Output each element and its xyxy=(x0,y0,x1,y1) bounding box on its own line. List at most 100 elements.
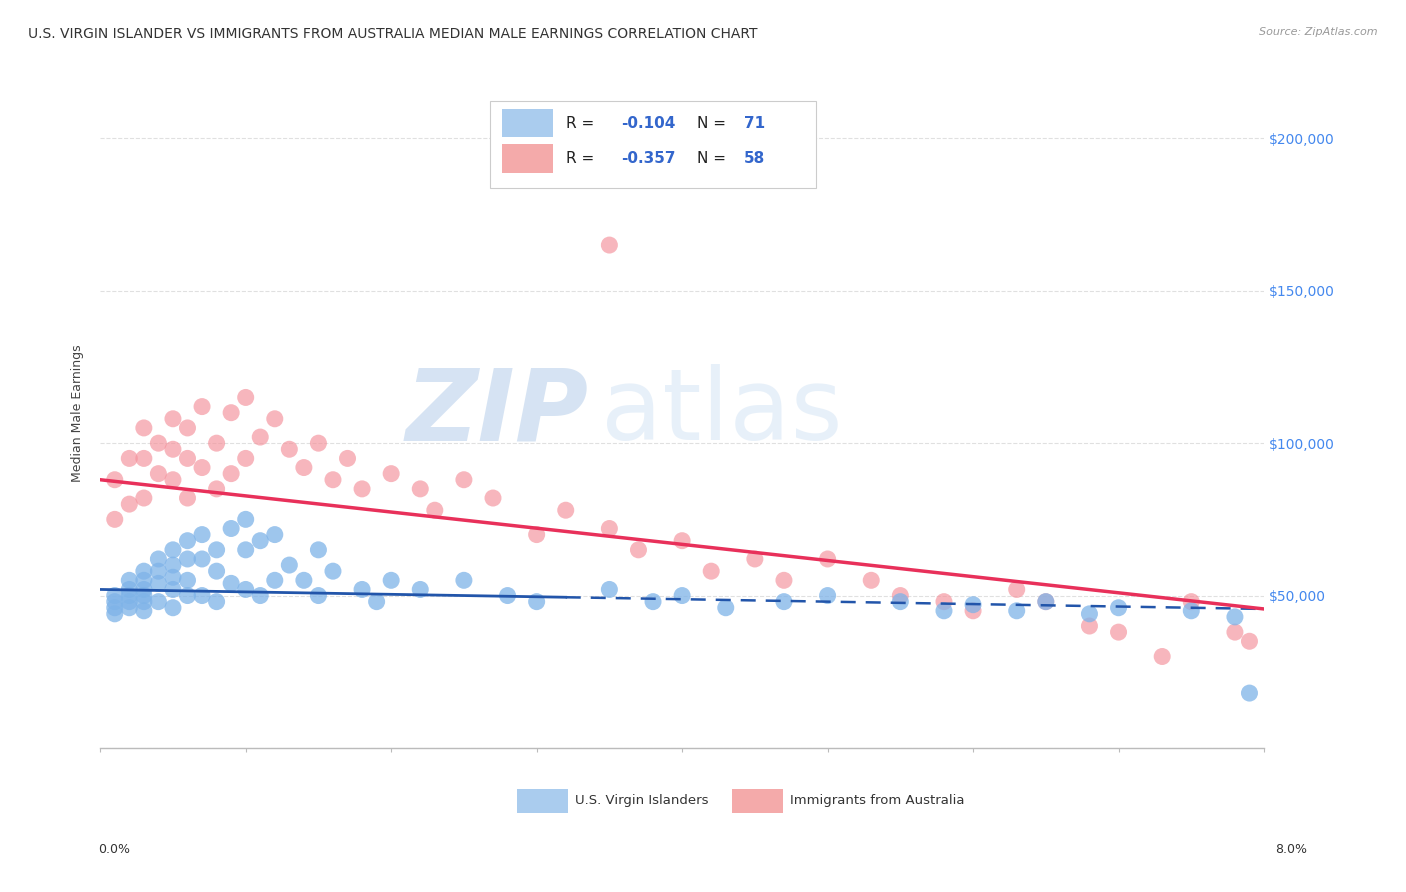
Point xyxy=(322,564,344,578)
Text: N =: N = xyxy=(697,151,731,166)
Point xyxy=(496,589,519,603)
Point xyxy=(118,582,141,597)
Point xyxy=(148,552,170,566)
Point xyxy=(205,482,228,496)
Point xyxy=(148,576,170,591)
Point xyxy=(526,527,548,541)
Point xyxy=(627,542,650,557)
Point xyxy=(118,594,141,608)
Point xyxy=(219,406,242,420)
Point xyxy=(148,436,170,450)
Point xyxy=(118,589,141,603)
Point xyxy=(148,594,170,608)
Text: -0.357: -0.357 xyxy=(621,151,676,166)
Point xyxy=(1005,582,1028,597)
Point xyxy=(235,451,257,466)
Text: U.S. VIRGIN ISLANDER VS IMMIGRANTS FROM AUSTRALIA MEDIAN MALE EARNINGS CORRELATI: U.S. VIRGIN ISLANDER VS IMMIGRANTS FROM … xyxy=(28,27,758,41)
FancyBboxPatch shape xyxy=(491,101,815,188)
Point xyxy=(176,533,198,548)
Point xyxy=(132,589,155,603)
FancyBboxPatch shape xyxy=(502,109,553,137)
Point xyxy=(1078,619,1101,633)
Text: R =: R = xyxy=(565,116,599,130)
Point xyxy=(1239,686,1261,700)
Text: Immigrants from Australia: Immigrants from Australia xyxy=(790,795,965,807)
Text: 58: 58 xyxy=(744,151,765,166)
Point xyxy=(219,521,242,535)
Point xyxy=(1223,610,1246,624)
Point xyxy=(380,467,402,481)
Point xyxy=(176,421,198,435)
Text: 0.0%: 0.0% xyxy=(98,843,131,856)
Text: -0.104: -0.104 xyxy=(621,116,676,130)
Point xyxy=(423,503,446,517)
Point xyxy=(132,594,155,608)
Point xyxy=(409,482,432,496)
Point xyxy=(962,598,984,612)
Point xyxy=(453,574,475,588)
Point xyxy=(118,574,141,588)
Point xyxy=(278,442,301,457)
Text: atlas: atlas xyxy=(600,364,842,461)
Point xyxy=(1078,607,1101,621)
Point xyxy=(132,421,155,435)
Point xyxy=(322,473,344,487)
Point xyxy=(889,589,911,603)
Point xyxy=(671,533,693,548)
Point xyxy=(817,552,839,566)
Point xyxy=(249,589,271,603)
Point xyxy=(292,460,315,475)
Point xyxy=(162,542,184,557)
Point xyxy=(526,594,548,608)
Text: U.S. Virgin Islanders: U.S. Virgin Islanders xyxy=(575,795,709,807)
Point xyxy=(132,574,155,588)
Point xyxy=(118,600,141,615)
Point xyxy=(104,594,127,608)
Point xyxy=(235,391,257,405)
Point xyxy=(162,442,184,457)
Point xyxy=(176,589,198,603)
Point xyxy=(104,512,127,526)
FancyBboxPatch shape xyxy=(733,789,783,813)
Point xyxy=(176,574,198,588)
Text: R =: R = xyxy=(565,151,599,166)
Point xyxy=(700,564,723,578)
Point xyxy=(482,491,505,505)
Point xyxy=(889,594,911,608)
Y-axis label: Median Male Earnings: Median Male Earnings xyxy=(72,344,84,482)
Point xyxy=(148,467,170,481)
Point xyxy=(366,594,388,608)
FancyBboxPatch shape xyxy=(517,789,568,813)
Point xyxy=(598,521,620,535)
Point xyxy=(817,589,839,603)
Point xyxy=(148,564,170,578)
Text: 8.0%: 8.0% xyxy=(1275,843,1308,856)
Point xyxy=(380,574,402,588)
Point xyxy=(1239,634,1261,648)
Point xyxy=(860,574,883,588)
Point xyxy=(352,482,374,496)
Point xyxy=(191,589,214,603)
Point xyxy=(1108,600,1130,615)
Point xyxy=(162,411,184,425)
Point xyxy=(307,542,329,557)
Point xyxy=(118,497,141,511)
Point xyxy=(352,582,374,597)
Point xyxy=(1180,594,1202,608)
Point xyxy=(205,542,228,557)
Point xyxy=(1180,604,1202,618)
Point xyxy=(1223,625,1246,640)
Point xyxy=(1152,649,1174,664)
Point xyxy=(962,604,984,618)
Point xyxy=(104,473,127,487)
Point xyxy=(1035,594,1057,608)
Point xyxy=(409,582,432,597)
Point xyxy=(191,400,214,414)
Point xyxy=(773,574,796,588)
Point xyxy=(176,491,198,505)
Text: 71: 71 xyxy=(744,116,765,130)
Point xyxy=(176,552,198,566)
Point xyxy=(932,594,955,608)
Point xyxy=(773,594,796,608)
Point xyxy=(104,600,127,615)
